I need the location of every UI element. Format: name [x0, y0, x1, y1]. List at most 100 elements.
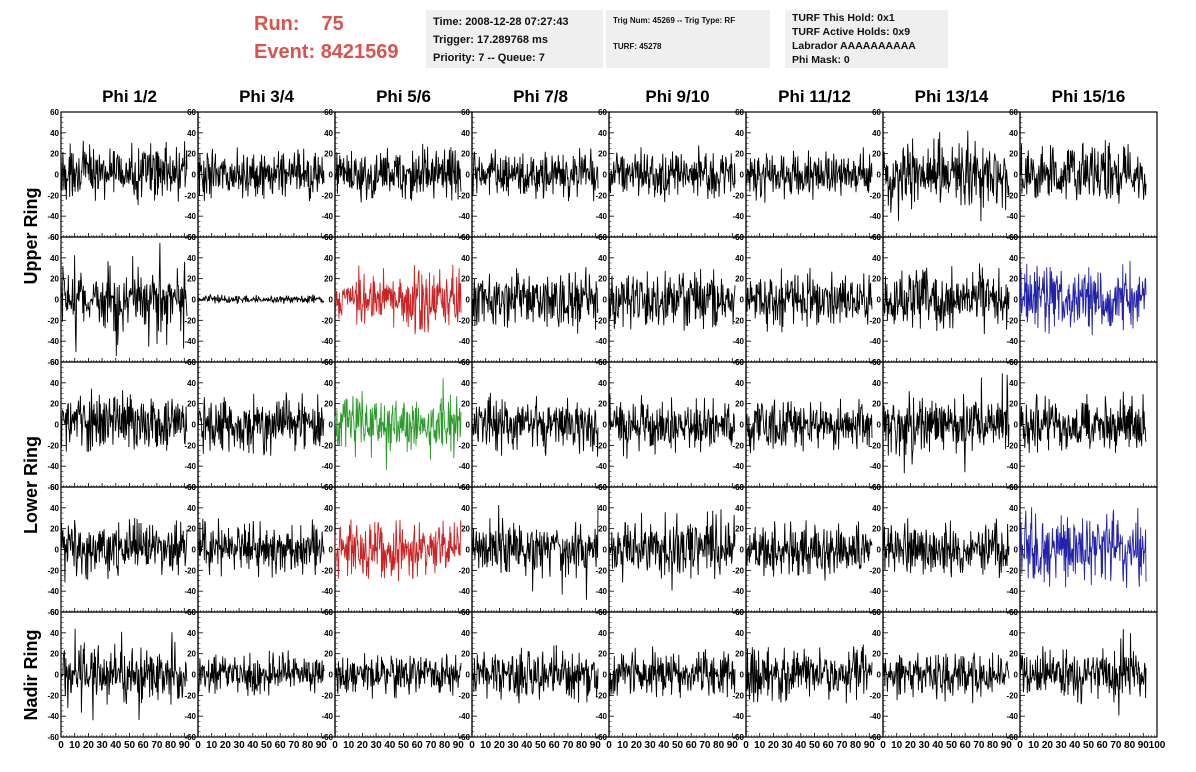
- y-tick-label: 20: [187, 150, 196, 159]
- y-tick-label: 40: [187, 254, 196, 263]
- waveform-series-r3-c6: [882, 518, 1010, 579]
- y-tick-label: 60: [872, 358, 881, 367]
- waveform-series-r1-c7: [1019, 260, 1147, 336]
- y-tick-label: 20: [324, 400, 333, 409]
- x-tick-label: 20: [768, 740, 780, 751]
- y-tick-label: -40: [458, 712, 470, 721]
- y-tick-label: 40: [324, 504, 333, 513]
- column-header-phi-15-16: Phi 15/16: [1051, 87, 1126, 106]
- x-tick-label: 80: [165, 740, 177, 751]
- x-tick-label: 90: [453, 740, 465, 751]
- waveform-series-r3-c2: [334, 519, 462, 582]
- y-tick-label: 0: [740, 671, 745, 680]
- y-tick-label: -40: [869, 337, 881, 346]
- y-tick-label: 60: [187, 483, 196, 492]
- y-tick-label: -40: [1006, 462, 1018, 471]
- y-tick-label: 20: [50, 150, 59, 159]
- y-tick-label: 20: [461, 150, 470, 159]
- y-tick-label: 40: [187, 504, 196, 513]
- waveform-series-r3-c4: [608, 509, 736, 591]
- y-tick-label: 20: [50, 400, 59, 409]
- y-tick-label: -40: [321, 212, 333, 221]
- y-tick-label: 40: [872, 254, 881, 263]
- x-tick-label: 70: [1110, 740, 1122, 751]
- waveform-series-r2-c1: [197, 392, 325, 456]
- y-tick-label: 0: [55, 671, 60, 680]
- x-tick-label: 70: [151, 740, 163, 751]
- waveform-series-r2-c0: [60, 388, 188, 452]
- event-label: Event:: [254, 41, 316, 63]
- x-tick-label: 20: [1042, 740, 1054, 751]
- column-header-phi-9-10: Phi 9/10: [645, 87, 710, 106]
- column-header-phi-11-12: Phi 11/12: [778, 87, 851, 106]
- column-header-phi-3-4: Phi 3/4: [239, 87, 294, 106]
- y-tick-label: -40: [458, 587, 470, 596]
- y-tick-label: -20: [595, 191, 607, 200]
- waveform-series-r1-c4: [608, 268, 736, 331]
- y-tick-label: 20: [735, 650, 744, 659]
- x-tick-label: 0: [469, 740, 475, 751]
- y-tick-label: 40: [187, 379, 196, 388]
- y-tick-label: 60: [324, 233, 333, 242]
- y-tick-label: -40: [869, 712, 881, 721]
- waveform-series-r4-c0: [60, 628, 188, 721]
- y-tick-label: -20: [47, 691, 59, 700]
- y-tick-label: 60: [735, 108, 744, 117]
- x-tick-label: 50: [1083, 740, 1095, 751]
- x-tick-label: 40: [247, 740, 259, 751]
- waveform-series-r1-c5: [745, 267, 873, 333]
- x-tick-label: 90: [590, 740, 602, 751]
- y-tick-label: 60: [1009, 358, 1018, 367]
- y-tick-label: 0: [1014, 546, 1019, 555]
- waveform-series-r0-c6: [882, 130, 1010, 222]
- y-tick-label: 40: [735, 629, 744, 638]
- x-tick-label: 10: [754, 740, 766, 751]
- waveform-series-r2-c5: [745, 398, 873, 454]
- y-tick-label: 20: [1009, 400, 1018, 409]
- y-tick-label: -60: [47, 233, 59, 242]
- turf-line: TURF: 45278: [613, 42, 662, 51]
- waveform-series-r3-c3: [471, 504, 599, 600]
- waveform-series-r4-c7: [1019, 629, 1147, 716]
- y-tick-label: -20: [184, 566, 196, 575]
- y-tick-label: 60: [461, 233, 470, 242]
- y-tick-label: -60: [732, 733, 744, 742]
- y-tick-label: 0: [1014, 421, 1019, 430]
- y-tick-label: 20: [461, 275, 470, 284]
- y-tick-label: 0: [329, 671, 334, 680]
- y-tick-label: 40: [324, 254, 333, 263]
- y-tick-label: -40: [595, 337, 607, 346]
- y-tick-label: 0: [55, 171, 60, 180]
- y-tick-label: -60: [184, 733, 196, 742]
- y-tick-label: 40: [872, 504, 881, 513]
- x-tick-label: 0: [1017, 740, 1023, 751]
- y-tick-label: 40: [50, 504, 59, 513]
- waveform-series-r0-c1: [197, 147, 325, 202]
- column-header-phi-1-2: Phi 1/2: [102, 87, 157, 106]
- y-tick-label: 40: [735, 504, 744, 513]
- x-tick-label: 40: [384, 740, 396, 751]
- y-tick-label: -60: [47, 483, 59, 492]
- y-tick-label: -40: [321, 587, 333, 596]
- x-tick-label: 40: [658, 740, 670, 751]
- y-tick-label: 60: [461, 608, 470, 617]
- trig-info-box: Trig Num: 45269 -- Trig Type: RF TURF: 4…: [606, 10, 770, 68]
- y-tick-label: -40: [184, 587, 196, 596]
- x-tick-label: 40: [795, 740, 807, 751]
- column-header-phi-7-8: Phi 7/8: [513, 87, 568, 106]
- y-tick-label: 60: [461, 358, 470, 367]
- y-tick-label: 40: [461, 629, 470, 638]
- y-tick-label: 40: [735, 254, 744, 263]
- phi-mask-line: Phi Mask: 0: [792, 54, 850, 66]
- y-tick-label: 60: [50, 608, 59, 617]
- x-tick-label: 60: [960, 740, 972, 751]
- y-tick-label: 20: [872, 650, 881, 659]
- y-tick-label: 0: [466, 421, 471, 430]
- x-tick-label: 30: [645, 740, 657, 751]
- y-tick-label: -20: [595, 566, 607, 575]
- y-tick-label: -20: [595, 441, 607, 450]
- y-tick-label: 60: [187, 358, 196, 367]
- y-tick-label: -60: [458, 733, 470, 742]
- y-tick-label: 0: [1014, 671, 1019, 680]
- waveform-series-r4-c6: [882, 652, 1010, 704]
